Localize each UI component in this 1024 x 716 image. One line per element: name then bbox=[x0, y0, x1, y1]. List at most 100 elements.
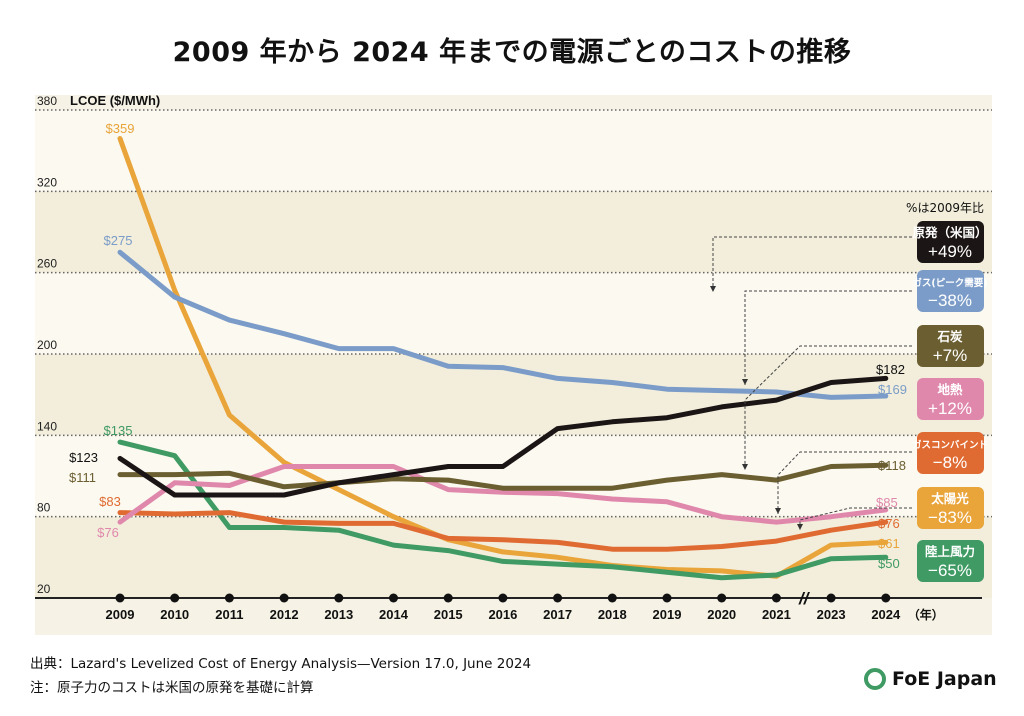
end-value-label: $182 bbox=[876, 362, 905, 377]
x-tick-dot bbox=[881, 593, 891, 603]
legend-item: 石炭 +7% bbox=[917, 325, 984, 367]
x-tick-label: 2009 bbox=[106, 607, 135, 622]
y-axis-label: LCOE ($/MWh) bbox=[70, 93, 160, 108]
plot-band bbox=[35, 272, 992, 354]
leader-arrowhead bbox=[710, 286, 716, 292]
legend-item: 原発（米国） +49% bbox=[912, 221, 988, 263]
x-tick-dot bbox=[717, 593, 727, 603]
x-tick-label: 2019 bbox=[653, 607, 682, 622]
legend-change: +12% bbox=[928, 399, 972, 418]
x-tick-dot bbox=[498, 593, 508, 603]
legend-change: −65% bbox=[928, 561, 972, 580]
axis-break-mark: // bbox=[798, 589, 811, 608]
x-tick-label: 2015 bbox=[434, 607, 463, 622]
y-tick-label: 380 bbox=[37, 94, 57, 108]
start-value-label: $123 bbox=[69, 450, 98, 465]
end-value-label: $76 bbox=[878, 516, 900, 531]
x-tick-label: 2021 bbox=[762, 607, 791, 622]
x-tick-dot bbox=[771, 593, 781, 603]
chart-title: 2009 年から 2024 年までの電源ごとのコストの推移 bbox=[172, 37, 852, 68]
series-line-0 bbox=[117, 375, 889, 498]
start-value-label: $135 bbox=[104, 423, 133, 438]
x-tick-dot bbox=[224, 593, 234, 603]
plot-band bbox=[35, 110, 992, 192]
x-tick-dot bbox=[826, 593, 836, 603]
x-tick-label: 2011 bbox=[215, 607, 243, 622]
end-value-label: $85 bbox=[876, 495, 898, 510]
legend-swatch bbox=[917, 487, 984, 529]
end-value-label: $50 bbox=[878, 556, 900, 571]
series-line-2 bbox=[117, 462, 889, 491]
logo-ring-icon bbox=[864, 668, 886, 690]
source-note: 出典：Lazard's Levelized Cost of Energy Ana… bbox=[30, 656, 532, 672]
footnote: 注：原子力のコストは米国の原発を基礎に計算 bbox=[30, 680, 314, 696]
start-value-label: $111 bbox=[69, 470, 96, 485]
x-tick-label: 2020 bbox=[707, 607, 736, 622]
start-value-label: $76 bbox=[97, 525, 119, 540]
logo-text: FoE Japan bbox=[892, 668, 997, 690]
legend-item: ガス(ピーク需要) −38% bbox=[912, 270, 988, 312]
plot-band bbox=[35, 191, 992, 273]
x-tick-dot bbox=[443, 593, 453, 603]
y-tick-label: 80 bbox=[37, 501, 51, 515]
leader-arrowhead bbox=[742, 464, 748, 470]
y-tick-label: 260 bbox=[37, 257, 57, 271]
start-value-label: $83 bbox=[99, 494, 121, 509]
x-tick-dot bbox=[662, 593, 672, 603]
legend-label: 太陽光 bbox=[931, 491, 969, 506]
legend-swatch bbox=[917, 221, 984, 263]
y-tick-label: 200 bbox=[37, 338, 57, 352]
series-line-6 bbox=[117, 439, 889, 581]
legend-label: ガス(ピーク需要) bbox=[912, 277, 987, 289]
legend-change: +49% bbox=[928, 242, 972, 261]
legend-swatch bbox=[917, 540, 984, 582]
end-value-label: $61 bbox=[878, 536, 900, 551]
legend-change: +7% bbox=[933, 346, 968, 365]
legend-note: %は2009年比 bbox=[906, 201, 984, 215]
legend-label: ガスコンバインド bbox=[912, 439, 988, 451]
legend-item: 陸上風力 −65% bbox=[917, 540, 984, 582]
foe-japan-logo: FoE Japan bbox=[864, 668, 997, 690]
x-tick-dot bbox=[389, 593, 398, 603]
legend-swatch bbox=[917, 432, 984, 474]
x-axis-unit: （年） bbox=[908, 607, 944, 622]
legend-swatch bbox=[917, 378, 984, 420]
x-tick-dot bbox=[334, 593, 344, 603]
x-tick-label: 2013 bbox=[324, 607, 353, 622]
x-tick-label: 2016 bbox=[488, 607, 517, 622]
end-value-label: $118 bbox=[878, 458, 906, 473]
x-tick-label: 2010 bbox=[160, 607, 189, 622]
y-tick-label: 140 bbox=[37, 419, 57, 433]
legend-label: 地熱 bbox=[937, 382, 963, 397]
leader-line bbox=[744, 345, 912, 470]
x-tick-dot bbox=[170, 593, 180, 603]
legend-label: 原発（米国） bbox=[912, 225, 987, 240]
x-tick-label: 2023 bbox=[817, 607, 846, 622]
leader-arrowhead bbox=[797, 524, 803, 530]
x-tick-label: 2012 bbox=[270, 607, 299, 622]
legend-swatch bbox=[917, 325, 984, 367]
leader-line bbox=[712, 236, 912, 292]
leader-arrowhead bbox=[775, 508, 781, 514]
legend-change: −38% bbox=[928, 291, 972, 310]
y-tick-label: 320 bbox=[37, 175, 57, 189]
legend-item: 太陽光 −83% bbox=[917, 487, 984, 529]
x-tick-dot bbox=[553, 593, 563, 603]
start-value-label: $359 bbox=[106, 121, 135, 136]
legend-item: 地熱 +12% bbox=[917, 378, 984, 420]
legend-swatch bbox=[917, 270, 984, 312]
leader-line bbox=[799, 507, 912, 530]
start-value-label: $275 bbox=[104, 233, 133, 248]
x-tick-label: 2024 bbox=[871, 607, 901, 622]
legend-label: 陸上風力 bbox=[925, 544, 975, 559]
legend-item: ガスコンバインド −8% bbox=[912, 432, 988, 474]
y-tick-label: 20 bbox=[37, 582, 51, 596]
x-tick-dot bbox=[279, 593, 289, 603]
series-line-1 bbox=[117, 249, 889, 400]
legend-change: −8% bbox=[933, 453, 968, 472]
x-tick-label: 2017 bbox=[543, 607, 572, 622]
x-tick-dot bbox=[115, 593, 125, 603]
leader-line bbox=[777, 451, 912, 514]
legend-change: −83% bbox=[928, 508, 972, 527]
